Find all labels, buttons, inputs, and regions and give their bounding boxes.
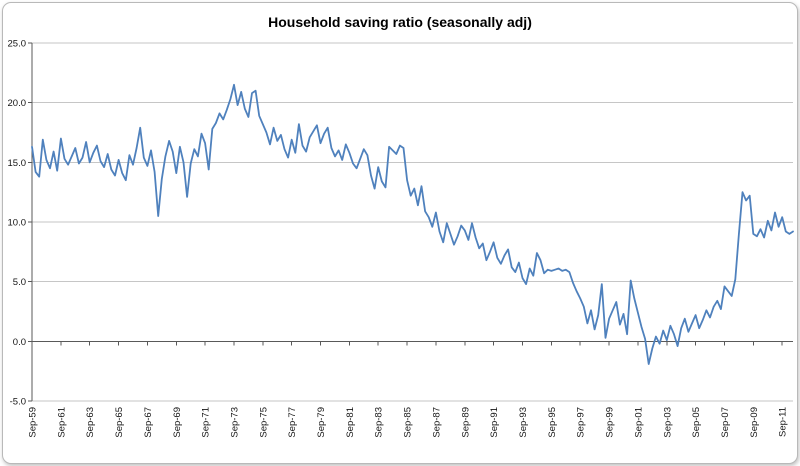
svg-text:Sep-83: Sep-83 (374, 407, 385, 438)
svg-text:0.0: 0.0 (13, 337, 26, 348)
svg-text:Sep-03: Sep-03 (662, 407, 673, 438)
y-axis-tick-labels: 25.0 20.0 15.0 10.0 5.0 0.0 -5.0 (8, 39, 27, 408)
svg-text:Sep-11: Sep-11 (778, 407, 789, 437)
svg-text:Sep-77: Sep-77 (287, 407, 298, 438)
svg-text:Sep-07: Sep-07 (720, 407, 731, 438)
svg-text:Sep-81: Sep-81 (345, 407, 356, 438)
gridlines (32, 42, 793, 402)
svg-text:Sep-87: Sep-87 (431, 407, 442, 438)
svg-text:Sep-99: Sep-99 (605, 407, 616, 438)
x-axis-tick-labels: Sep-59 Sep-61 Sep-63 Sep-65 Sep-67 Sep-69 Sep-… (28, 407, 789, 438)
svg-text:Sep-71: Sep-71 (201, 407, 212, 438)
svg-text:Sep-79: Sep-79 (316, 407, 327, 438)
svg-text:25.0: 25.0 (8, 39, 27, 50)
svg-text:Sep-85: Sep-85 (403, 407, 414, 438)
svg-text:Sep-97: Sep-97 (576, 407, 587, 438)
svg-text:Sep-61: Sep-61 (56, 407, 67, 438)
svg-text:Sep-69: Sep-69 (172, 407, 183, 438)
axes (28, 42, 793, 402)
saving-ratio-chart: 25.020.015.010.05.00.0-5.0 Sep-59 Sep-61 S… (8, 14, 794, 438)
svg-text:Sep-75: Sep-75 (258, 407, 269, 438)
svg-text:Sep-01: Sep-01 (633, 407, 644, 438)
svg-text:Sep-89: Sep-89 (460, 407, 471, 438)
svg-text:Sep-05: Sep-05 (691, 407, 702, 438)
svg-text:Sep-95: Sep-95 (547, 407, 558, 438)
svg-text:Sep-67: Sep-67 (143, 407, 154, 438)
svg-text:Sep-59: Sep-59 (28, 407, 39, 438)
svg-text:-5.0: -5.0 (10, 397, 26, 408)
svg-text:15.0: 15.0 (8, 158, 27, 169)
svg-text:Sep-93: Sep-93 (518, 407, 529, 438)
svg-text:10.0: 10.0 (8, 218, 27, 229)
svg-text:20.0: 20.0 (8, 98, 27, 109)
svg-text:Sep-09: Sep-09 (749, 407, 760, 438)
chart-title: Household saving ratio (seasonally adj) (268, 14, 532, 30)
data-line (31, 83, 794, 365)
svg-text:Sep-91: Sep-91 (489, 407, 500, 438)
svg-text:Sep-73: Sep-73 (230, 407, 241, 438)
svg-text:5.0: 5.0 (13, 277, 26, 288)
svg-text:Sep-65: Sep-65 (114, 407, 125, 438)
svg-text:Sep-63: Sep-63 (85, 407, 96, 438)
